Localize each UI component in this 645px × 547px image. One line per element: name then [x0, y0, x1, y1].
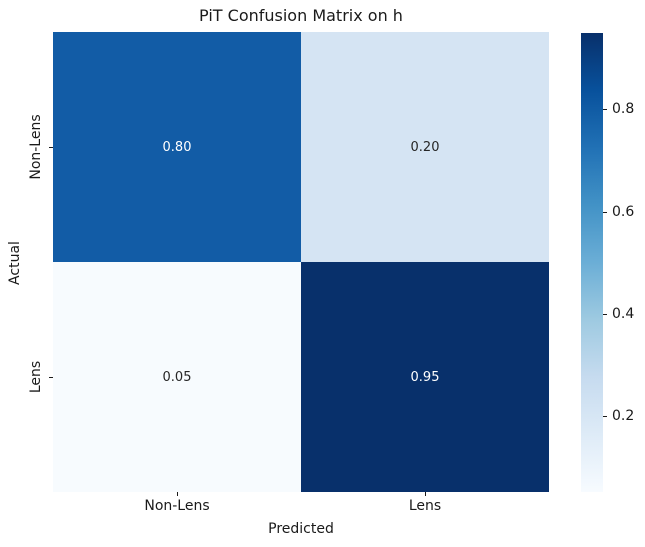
- x-tick-mark: [424, 492, 426, 496]
- y-tick-mark: [49, 376, 53, 378]
- colorbar-gradient: [581, 33, 603, 492]
- cell-annotation: 0.80: [162, 139, 192, 155]
- chart-title: PiT Confusion Matrix on h: [199, 6, 403, 25]
- y-ticklabel-lens: Lens: [28, 360, 44, 394]
- colorbar-tick-label: 0.2: [612, 408, 635, 424]
- heatmap-plot: 0.80 0.20 0.05 0.95: [53, 32, 549, 492]
- x-tick-mark: [176, 492, 178, 496]
- colorbar-tick-mark: [603, 314, 607, 315]
- colorbar-tick-label: 0.8: [612, 101, 635, 117]
- cell-annotation: 0.95: [410, 369, 440, 385]
- colorbar-tick-label: 0.4: [612, 306, 635, 322]
- heatmap-cell-0-1: 0.20: [301, 32, 549, 262]
- colorbar-tick-label: 0.6: [612, 204, 635, 220]
- x-axis-label: Predicted: [268, 521, 334, 537]
- colorbar-ticks: 0.8 0.6 0.4 0.2: [603, 33, 645, 492]
- cell-annotation: 0.05: [162, 369, 192, 385]
- colorbar-tick-mark: [603, 109, 607, 110]
- cell-annotation: 0.20: [410, 139, 440, 155]
- heatmap-cell-1-0: 0.05: [53, 262, 301, 492]
- heatmap-cell-1-1: 0.95: [301, 262, 549, 492]
- colorbar-tick-mark: [603, 212, 607, 213]
- y-axis-label: Actual: [7, 241, 23, 285]
- colorbar-tick-mark: [603, 416, 607, 417]
- x-ticklabel-non-lens: Non-Lens: [144, 498, 210, 514]
- heatmap-cell-0-0: 0.80: [53, 32, 301, 262]
- x-ticklabel-lens: Lens: [408, 498, 442, 514]
- y-ticklabel-non-lens: Non-Lens: [28, 114, 44, 180]
- y-tick-mark: [49, 146, 53, 148]
